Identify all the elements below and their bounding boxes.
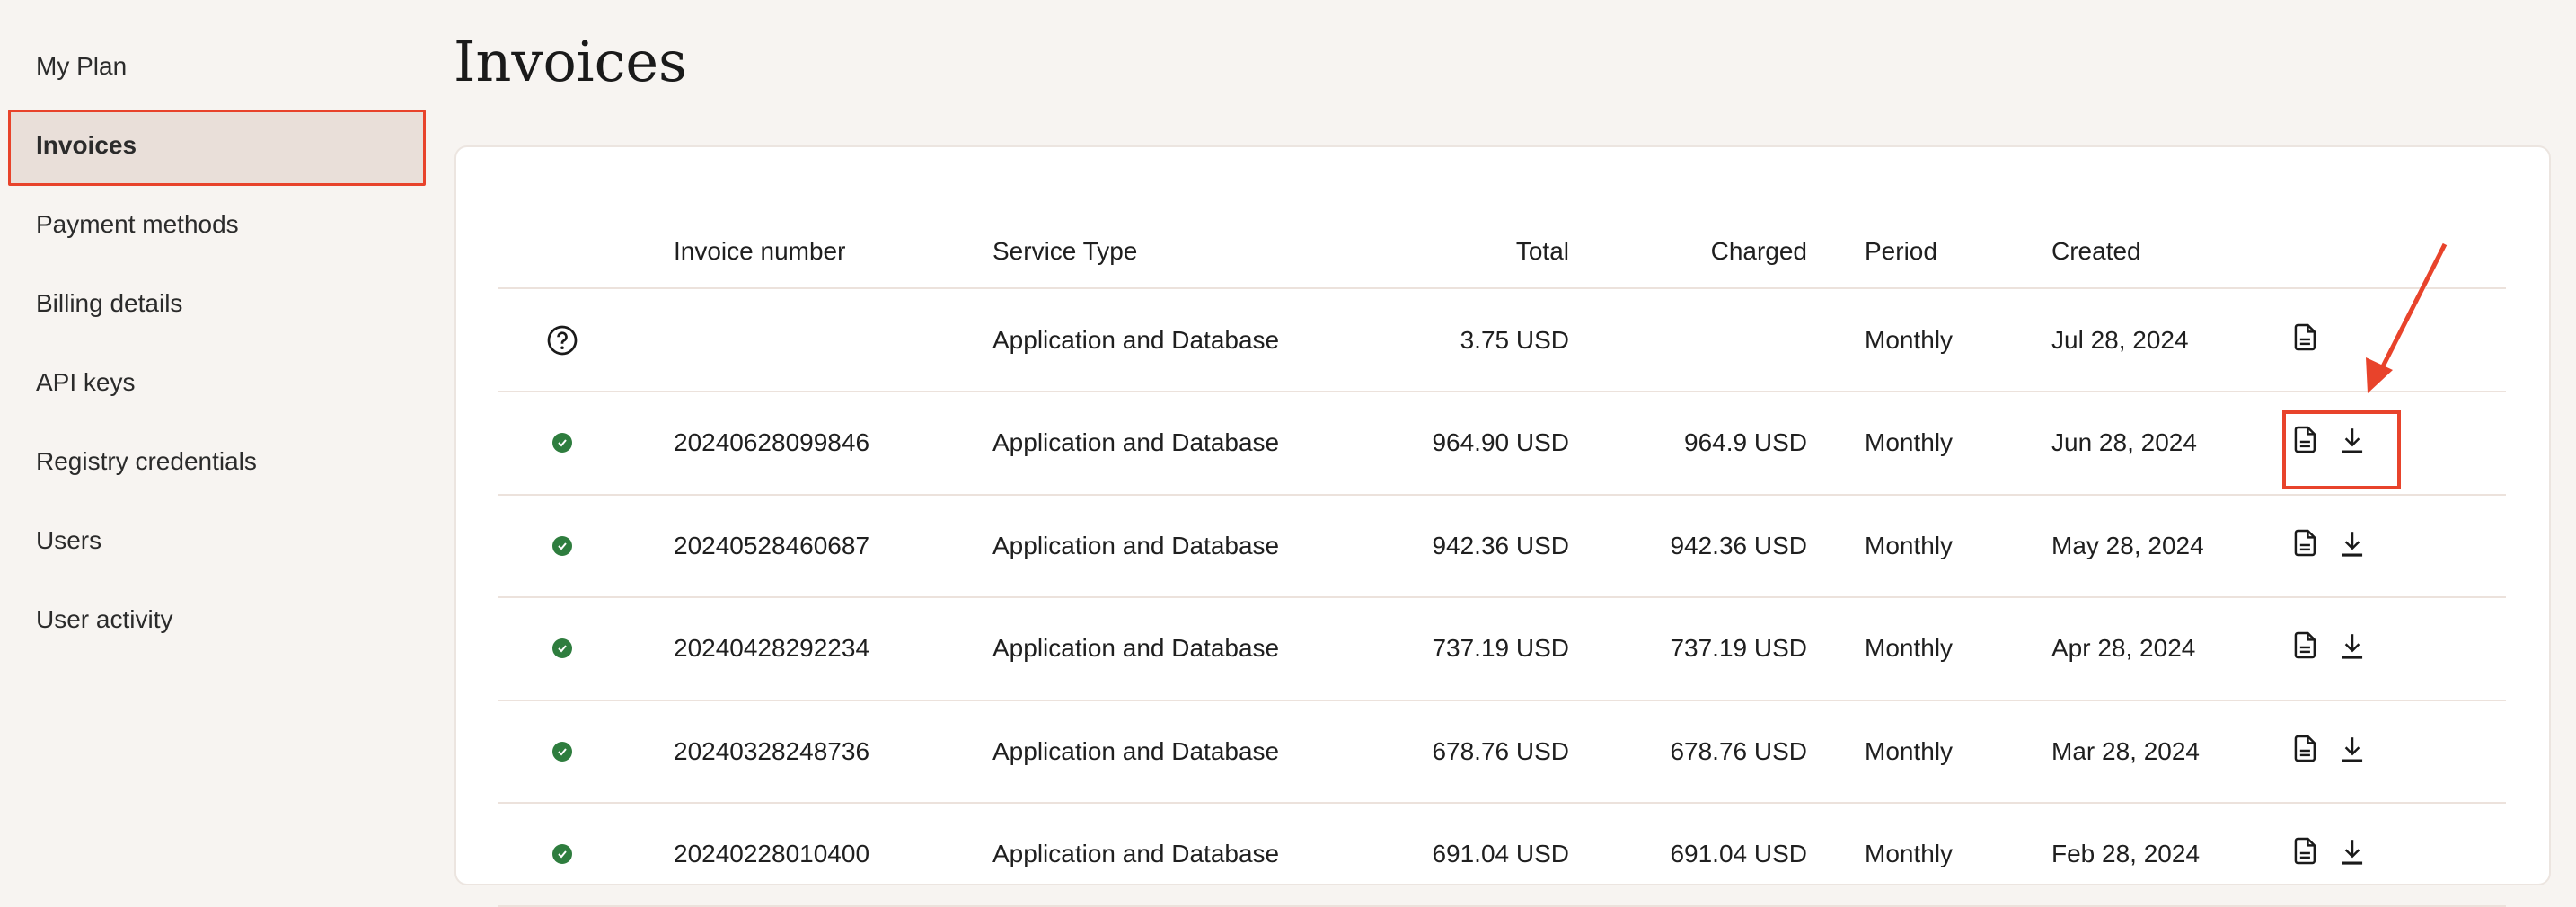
period: Monthly <box>1865 325 1954 354</box>
highlight-box <box>2282 410 2401 489</box>
status-icon <box>546 638 578 658</box>
view-invoice-document-icon[interactable] <box>2292 322 2319 357</box>
period: Monthly <box>1865 736 1954 765</box>
download-invoice-icon[interactable] <box>2339 734 2366 769</box>
active-item-highlight <box>8 110 426 186</box>
table-row: 20240428292234 Application and Database 73… <box>498 598 2506 701</box>
sidebar-item-registry-credentials[interactable]: Registry credentials <box>36 447 257 475</box>
period: Monthly <box>1865 634 1954 662</box>
charged: 737.19 USD <box>1670 634 1807 662</box>
row-actions <box>2292 426 2366 461</box>
annotation-arrow <box>2366 242 2448 393</box>
total: 942.36 USD <box>1432 531 1569 559</box>
service-type: Application and Database <box>992 736 1280 765</box>
row-actions <box>2292 631 2366 666</box>
table-row: Application and Database 3.75 USD Monthly J… <box>498 289 2506 392</box>
sidebar-item-payment-methods[interactable]: Payment methods <box>36 210 239 238</box>
total: 3.75 USD <box>1460 325 1569 354</box>
header-total[interactable]: Total <box>1515 237 1569 265</box>
view-invoice-document-icon[interactable] <box>2292 631 2319 666</box>
service-type: Application and Database <box>992 428 1280 456</box>
row-actions <box>2292 734 2366 769</box>
period: Monthly <box>1865 428 1954 456</box>
sidebar-item-billing-details[interactable]: Billing details <box>36 289 183 317</box>
sidebar-item-my-plan[interactable]: My Plan <box>36 52 128 80</box>
charged: 942.36 USD <box>1670 531 1807 559</box>
header-period[interactable]: Period <box>1865 237 1937 265</box>
table-row: 20240628099846 Application and Database 96… <box>498 392 2506 496</box>
invoice-number: 20240428292234 <box>674 634 870 662</box>
sidebar-item-user-activity[interactable]: User activity <box>36 605 173 633</box>
view-invoice-document-icon[interactable] <box>2292 426 2319 461</box>
sidebar-item-invoices[interactable]: Invoices <box>36 131 137 159</box>
service-type: Application and Database <box>992 325 1280 354</box>
paid-check-icon <box>552 535 572 556</box>
service-type: Application and Database <box>992 531 1280 559</box>
view-invoice-document-icon[interactable] <box>2292 528 2319 563</box>
question-circle-icon <box>547 325 578 355</box>
total: 964.90 USD <box>1432 428 1569 456</box>
status-icon <box>546 535 578 556</box>
sidebar-item-users[interactable]: Users <box>36 526 102 554</box>
created-date: Mar 28, 2024 <box>2051 736 2200 765</box>
created-date: Jun 28, 2024 <box>2051 428 2197 456</box>
invoices-card <box>454 145 2551 885</box>
total: 678.76 USD <box>1432 736 1569 765</box>
table-header: Invoice number Service Type Total Charge… <box>498 216 2506 289</box>
table-row: 20240528460687 Application and Database 94… <box>498 495 2506 598</box>
header-charged[interactable]: Charged <box>1710 237 1807 265</box>
download-invoice-icon[interactable] <box>2339 426 2366 461</box>
period: Monthly <box>1865 531 1954 559</box>
total: 737.19 USD <box>1432 634 1569 662</box>
page-title: Invoices <box>454 29 687 94</box>
created-date: May 28, 2024 <box>2051 531 2204 559</box>
row-actions <box>2292 528 2366 563</box>
paid-check-icon <box>552 741 572 762</box>
created-date: Apr 28, 2024 <box>2051 634 2196 662</box>
invoice-number: 20240628099846 <box>674 428 870 456</box>
row-actions <box>2292 322 2319 357</box>
status-icon <box>546 741 578 762</box>
created-date: Jul 28, 2024 <box>2051 325 2189 354</box>
paid-check-icon <box>552 433 572 453</box>
view-invoice-document-icon[interactable] <box>2292 734 2319 769</box>
sidebar-item-api-keys[interactable]: API keys <box>36 368 136 396</box>
download-invoice-icon[interactable] <box>2339 528 2366 563</box>
header-invoice-number[interactable]: Invoice number <box>674 237 846 265</box>
table-row: 20240328248736 Application and Database 67… <box>498 700 2506 804</box>
service-type: Application and Database <box>992 634 1280 662</box>
header-created[interactable]: Created <box>2051 237 2141 265</box>
invoice-number: 20240328248736 <box>674 736 870 765</box>
paid-check-icon <box>552 638 572 658</box>
header-service-type[interactable]: Service Type <box>992 237 1138 265</box>
download-invoice-icon[interactable] <box>2339 631 2366 666</box>
invoice-number: 20240528460687 <box>674 531 870 559</box>
charged: 678.76 USD <box>1670 736 1807 765</box>
status-icon <box>546 433 578 453</box>
charged: 964.9 USD <box>1684 428 1807 456</box>
status-icon <box>546 324 578 357</box>
